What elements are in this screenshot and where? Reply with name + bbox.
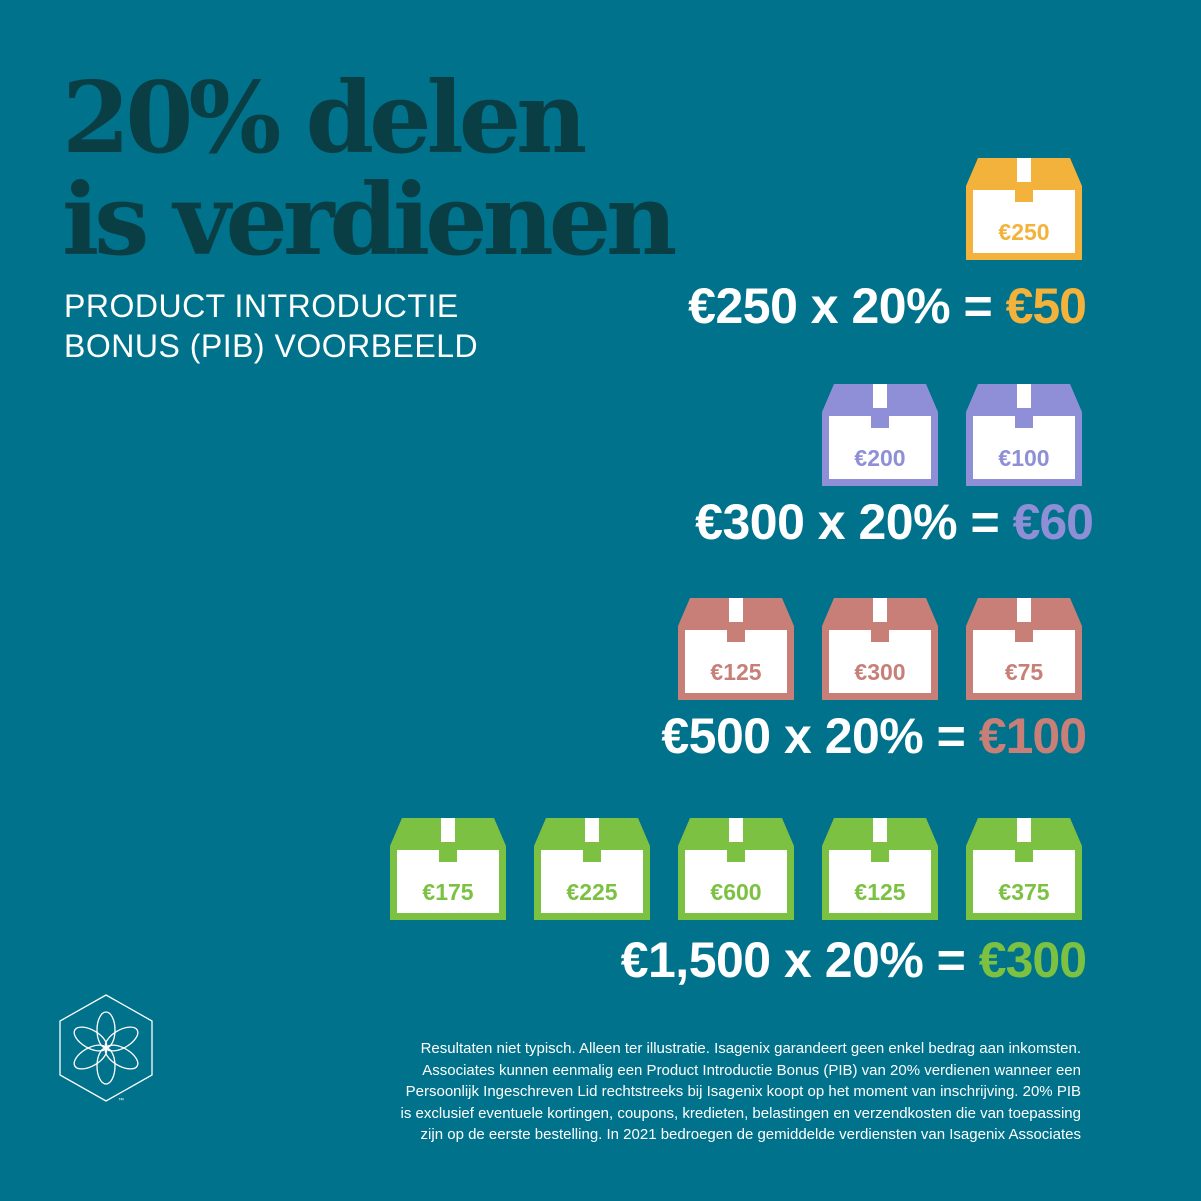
package-price-label: €125 <box>710 659 762 685</box>
disclaimer: Resultaten niet typisch. Alleen ter illu… <box>251 1038 1081 1146</box>
subtitle: PRODUCT INTRODUCTIE BONUS (PIB) VOORBEEL… <box>64 286 478 366</box>
package-price-label: €300 <box>854 659 906 685</box>
package-price-label: €375 <box>998 879 1050 905</box>
bonus-equation: €250 x 20% = €50 <box>688 278 1087 334</box>
disclaimer-line: zijn op de eerste bestelling. In 2021 be… <box>420 1126 1081 1144</box>
package-box: €300 <box>820 596 940 700</box>
subtitle-line-1: PRODUCT INTRODUCTIE <box>64 288 459 324</box>
package-box: €375 <box>964 816 1084 920</box>
package-price-label: €250 <box>998 219 1050 245</box>
package-box: €600 <box>676 816 796 920</box>
equation-result: €300 <box>978 932 1087 988</box>
headline: 20% delen is verdienen <box>62 61 677 278</box>
package-box: €125 <box>820 816 940 920</box>
package-box-icon <box>822 818 938 920</box>
equation-formula: €500 x 20% = <box>661 708 979 764</box>
package-box: €75 <box>964 596 1084 700</box>
package-box-icon <box>966 818 1082 920</box>
package-price-label: €175 <box>422 879 474 905</box>
equation-result: €50 <box>1005 278 1087 334</box>
package-price-label: €200 <box>854 445 906 471</box>
package-box: €100 <box>964 382 1084 486</box>
package-price-label: €225 <box>566 879 618 905</box>
package-box-icon <box>678 818 794 920</box>
bonus-equation: €1,500 x 20% = €300 <box>620 932 1087 988</box>
equation-formula: €250 x 20% = <box>688 278 1006 334</box>
package-box: €225 <box>532 816 652 920</box>
headline-line-1: 20% delen <box>62 61 587 176</box>
bonus-equation: €500 x 20% = €100 <box>661 708 1087 764</box>
equation-result: €100 <box>978 708 1087 764</box>
package-price-label: €125 <box>854 879 906 905</box>
package-box-icon <box>966 384 1082 486</box>
bonus-equation: €300 x 20% = €60 <box>695 494 1094 550</box>
equation-result: €60 <box>1012 494 1094 550</box>
package-box: €200 <box>820 382 940 486</box>
equation-formula: €1,500 x 20% = <box>620 932 979 988</box>
package-box-icon <box>966 598 1082 700</box>
package-box: €250 <box>964 156 1084 260</box>
package-box: €175 <box>388 816 508 920</box>
package-price-label: €600 <box>710 879 762 905</box>
isagenix-flower-hexagon-icon <box>59 994 153 1102</box>
disclaimer-line: Resultaten niet typisch. Alleen ter illu… <box>420 1040 1081 1057</box>
subtitle-line-2: BONUS (PIB) VOORBEELD <box>64 328 479 364</box>
package-price-label: €75 <box>1004 659 1044 685</box>
disclaimer-line: Persoonlijk Ingeschreven Lid rechtstreek… <box>405 1083 1081 1101</box>
package-box-icon <box>390 818 506 920</box>
package-box-icon <box>822 598 938 700</box>
package-price-label: €100 <box>998 445 1050 471</box>
trademark-symbol: ™ <box>118 1098 124 1104</box>
package-box-icon <box>534 818 650 920</box>
package-box: €125 <box>676 596 796 700</box>
headline-line-2: is verdienen <box>62 163 677 278</box>
disclaimer-line: is exclusief eventuele kortingen, coupon… <box>400 1104 1081 1122</box>
package-box-icon <box>822 384 938 486</box>
disclaimer-line: Associates kunnen eenmalig een Product I… <box>422 1061 1081 1079</box>
package-box-icon <box>966 158 1082 260</box>
equation-formula: €300 x 20% = <box>695 494 1013 550</box>
package-box-icon <box>678 598 794 700</box>
